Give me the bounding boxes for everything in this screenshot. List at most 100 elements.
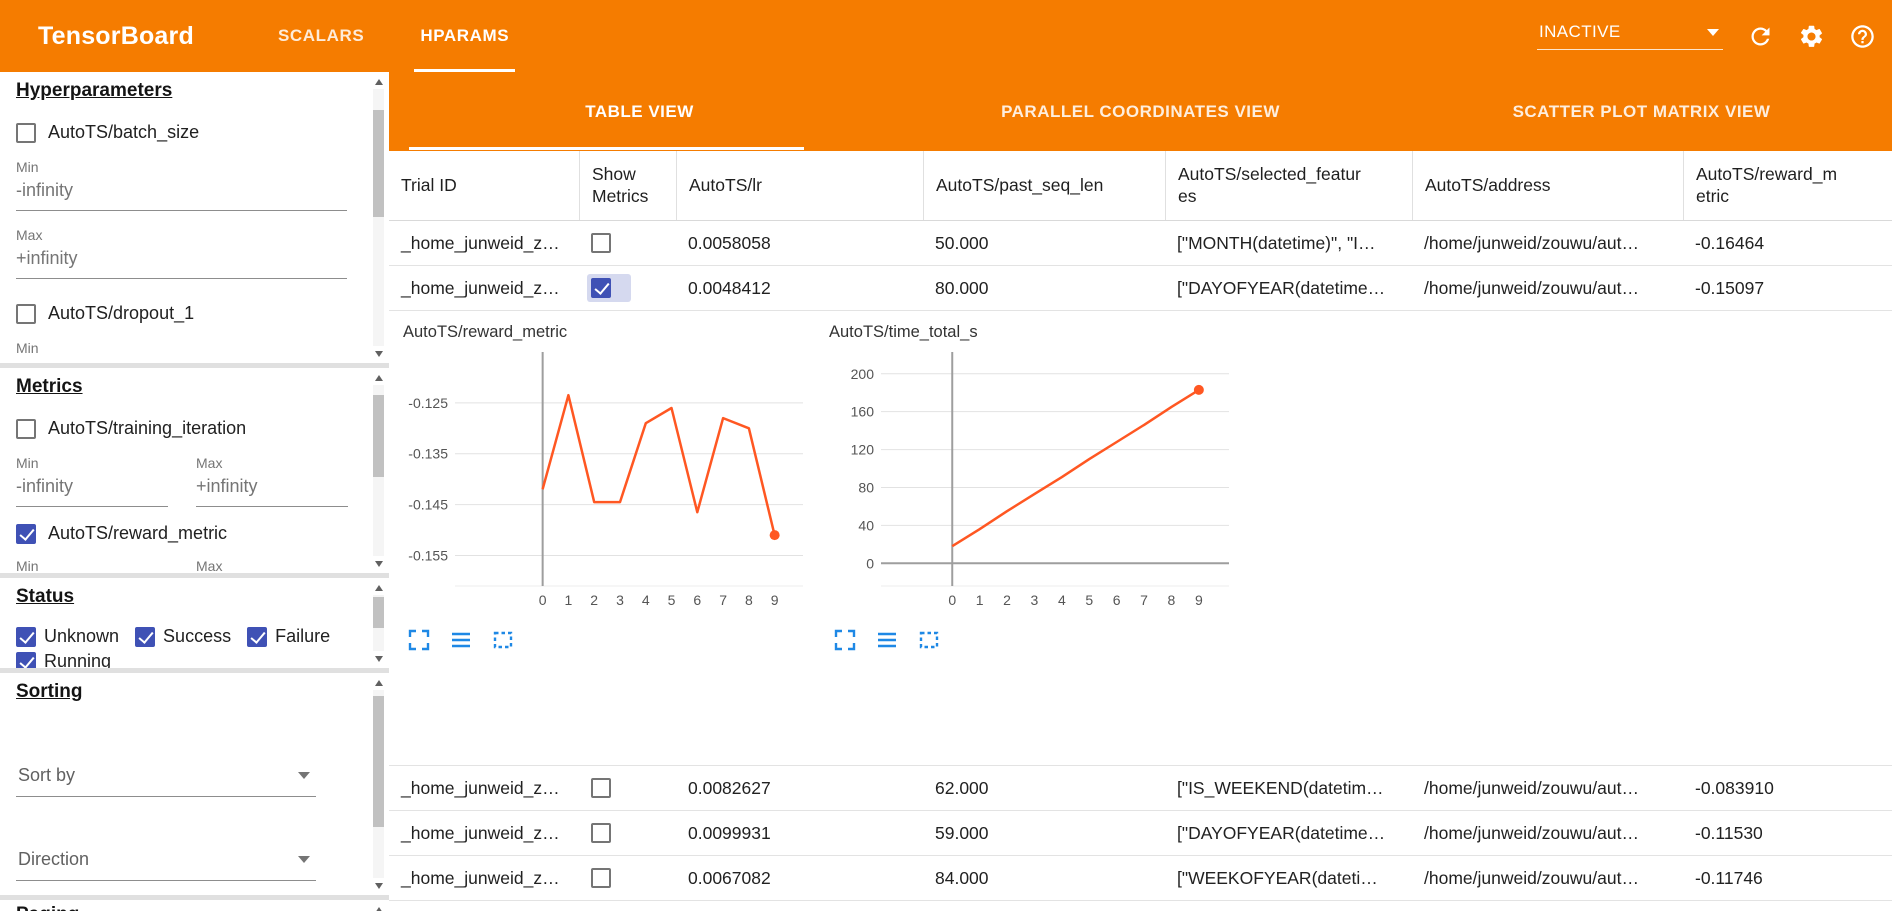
chevron-down-icon	[1707, 28, 1719, 36]
status-running[interactable]: Running	[16, 651, 111, 668]
app-header: TensorBoard SCALARS HPARAMS INACTIVE	[0, 0, 1892, 72]
batch-size-checkbox[interactable]	[16, 122, 36, 143]
expand-chart-icon[interactable]	[833, 628, 857, 652]
reward-metric-checkbox[interactable]	[16, 523, 36, 544]
tab-hparams[interactable]: HPARAMS	[392, 0, 537, 72]
sort-by-dropdown[interactable]: Sort by	[16, 761, 316, 797]
show-metrics-checkbox[interactable]	[591, 278, 611, 298]
scrollbar-thumb[interactable]	[373, 695, 384, 828]
unknown-checkbox[interactable]	[16, 626, 36, 647]
scroll-down-arrow[interactable]	[371, 557, 386, 570]
scrollbar-thumb[interactable]	[373, 395, 384, 478]
table-header: Trial ID Show Metrics AutoTS/lr AutoTS/p…	[389, 151, 1892, 221]
failure-checkbox[interactable]	[247, 626, 268, 647]
scroll-down-arrow[interactable]	[371, 347, 386, 360]
training-iteration-min-input[interactable]	[16, 471, 168, 507]
status-dropdown[interactable]: INACTIVE	[1537, 22, 1723, 50]
show-metrics-checkbox[interactable]	[591, 823, 611, 843]
scroll-up-arrow[interactable]	[371, 903, 386, 911]
scrollbar[interactable]	[371, 676, 386, 892]
table-row: _home_junweid_z… 0.0082627 62.000 ["IS_W…	[389, 766, 1892, 811]
metrics-heading: Metrics	[16, 376, 83, 397]
fit-domain-icon[interactable]	[917, 628, 941, 652]
expand-chart-icon[interactable]	[407, 628, 431, 652]
svg-text:8: 8	[1168, 592, 1176, 608]
scrollbar-track[interactable]	[373, 690, 384, 878]
scrollbar-track[interactable]	[373, 595, 384, 651]
svg-text:-0.125: -0.125	[408, 395, 448, 411]
col-past-seq-len: AutoTS/past_seq_len	[923, 151, 1165, 220]
trial-id-cell: _home_junweid_z…	[401, 867, 560, 888]
show-metrics-checkbox[interactable]	[591, 778, 611, 798]
scroll-up-arrow[interactable]	[371, 371, 386, 384]
hparam-row-dropout[interactable]: AutoTS/dropout_1	[16, 303, 347, 324]
settings-gear-icon[interactable]	[1798, 23, 1825, 50]
scrollbar-track[interactable]	[373, 385, 384, 556]
scroll-down-arrow[interactable]	[371, 652, 386, 665]
reward-metric-cell: -0.11530	[1695, 822, 1763, 843]
success-checkbox[interactable]	[135, 626, 156, 647]
running-checkbox[interactable]	[16, 651, 36, 668]
metric-row-reward-metric[interactable]: AutoTS/reward_metric	[16, 523, 347, 544]
scrollbar-thumb[interactable]	[373, 109, 384, 218]
scrollbar[interactable]	[371, 75, 386, 360]
help-icon[interactable]	[1849, 23, 1876, 50]
svg-text:2: 2	[1003, 592, 1011, 608]
status-label: Unknown	[44, 626, 120, 646]
scroll-up-arrow[interactable]	[371, 581, 386, 594]
hparam-label: AutoTS/dropout_1	[48, 303, 195, 323]
svg-text:120: 120	[851, 442, 875, 458]
col-selected-features: AutoTS/selected_features	[1165, 151, 1412, 220]
hparam-row-batch-size[interactable]: AutoTS/batch_size	[16, 122, 347, 143]
dropout-min-input[interactable]	[16, 356, 347, 363]
refresh-icon[interactable]	[1747, 23, 1774, 50]
tab-scalars[interactable]: SCALARS	[277, 26, 365, 45]
status-success[interactable]: Success	[135, 626, 231, 647]
chevron-down-icon	[298, 772, 310, 779]
scrollbar[interactable]	[371, 371, 386, 570]
y-axis-lines-icon[interactable]	[875, 628, 899, 652]
tab-parallel-coordinates-view[interactable]: PARALLEL COORDINATES VIEW	[1001, 101, 1280, 121]
lr-cell: 0.0048412	[688, 277, 771, 298]
scroll-down-arrow[interactable]	[371, 879, 386, 892]
metric-row-training-iteration[interactable]: AutoTS/training_iteration	[16, 418, 347, 439]
fit-domain-icon[interactable]	[491, 628, 515, 652]
reward-metric-line-chart: -0.125 -0.135 -0.145 -0.155 0 1 2 3 4 5 6 7 8 9	[408, 352, 803, 608]
scrollbar[interactable]	[371, 903, 386, 908]
svg-text:200: 200	[851, 366, 875, 382]
scrollbar[interactable]	[371, 581, 386, 665]
sidebar: Hyperparameters AutoTS/batch_size Min Ma…	[0, 72, 389, 911]
training-iteration-max-input[interactable]	[196, 471, 348, 507]
batch-size-min-input[interactable]	[16, 175, 347, 211]
y-axis-lines-icon[interactable]	[449, 628, 473, 652]
max-label: Max	[16, 227, 43, 243]
svg-text:9: 9	[1195, 592, 1203, 608]
scroll-up-arrow[interactable]	[371, 676, 386, 689]
direction-dropdown[interactable]: Direction	[16, 845, 316, 881]
scroll-up-arrow[interactable]	[371, 75, 386, 88]
table-row-selected: _home_junweid_z… 0.0048412 80.000 ["DAYO…	[389, 266, 1892, 311]
reward-metric-chart-block: AutoTS/reward_metric -0.125 -0.135 -0.145-…	[401, 321, 813, 765]
main-content: TABLE VIEW PARALLEL COORDINATES VIEW SCA…	[389, 72, 1892, 911]
tab-table-view[interactable]: TABLE VIEW	[389, 72, 890, 151]
scrollbar-thumb[interactable]	[373, 597, 384, 629]
status-failure[interactable]: Failure	[247, 626, 330, 647]
svg-text:6: 6	[693, 592, 701, 608]
dropout-checkbox[interactable]	[16, 303, 36, 324]
status-unknown[interactable]: Unknown	[16, 626, 119, 647]
table-row: _home_junweid_z… 0.0067082 84.000 ["WEEK…	[389, 856, 1892, 901]
scrollbar-track[interactable]	[373, 89, 384, 346]
svg-text:5: 5	[668, 592, 676, 608]
table-row: _home_junweid_z… 0.0058058 50.000 ["MONT…	[389, 221, 1892, 266]
batch-size-max-input[interactable]	[16, 243, 347, 279]
tab-scatter-plot-matrix-view[interactable]: SCATTER PLOT MATRIX VIEW	[1512, 101, 1771, 121]
status-heading: Status	[16, 586, 75, 607]
show-metrics-checkbox[interactable]	[591, 233, 611, 253]
min-label: Min	[16, 159, 39, 175]
svg-text:4: 4	[1058, 592, 1066, 608]
paging-panel: Paging	[0, 900, 389, 911]
past-seq-len-cell: 50.000	[935, 232, 989, 253]
show-metrics-checkbox[interactable]	[591, 868, 611, 888]
training-iteration-checkbox[interactable]	[16, 418, 36, 439]
svg-text:80: 80	[858, 479, 874, 495]
